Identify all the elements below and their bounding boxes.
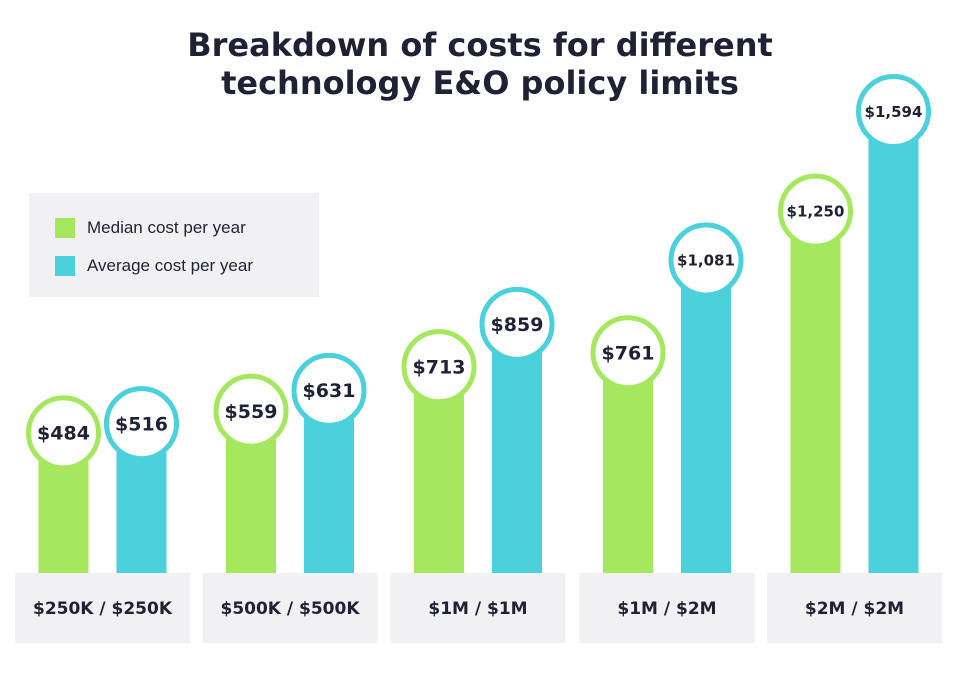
bar-cap-median-2 bbox=[213, 373, 289, 449]
data-label-average-1: $516 bbox=[115, 413, 168, 435]
data-label-median-3: $713 bbox=[413, 356, 466, 378]
bar-cap-median-5 bbox=[778, 173, 853, 249]
bar-cap-median-3 bbox=[401, 329, 477, 405]
bar-cap-average-3 bbox=[479, 286, 555, 362]
legend-swatch-median bbox=[55, 218, 75, 238]
data-label-median-5: $1,250 bbox=[787, 203, 845, 221]
data-label-average-2: $631 bbox=[303, 380, 356, 402]
bar-cap-average-2 bbox=[291, 352, 367, 428]
legend-item-median: Median cost per year bbox=[55, 215, 246, 241]
category-box-1m-2m bbox=[579, 573, 755, 643]
legend-swatch-average bbox=[55, 256, 75, 276]
category-label-1m-2m: $1M / $2M bbox=[617, 599, 716, 619]
bar-cap-average-1 bbox=[104, 386, 179, 462]
legend-item-average: Average cost per year bbox=[55, 253, 253, 279]
category-label-1m-1m: $1M / $1M bbox=[428, 599, 527, 619]
category-box-500k-500k bbox=[202, 573, 378, 643]
chart-title: Breakdown of costs for different technol… bbox=[0, 26, 960, 102]
category-box-2m-2m bbox=[767, 573, 942, 643]
data-label-median-4: $761 bbox=[602, 343, 655, 365]
category-box-250k-250k bbox=[15, 573, 190, 643]
data-label-median-2: $559 bbox=[225, 401, 278, 423]
bar-cap-average-5 bbox=[856, 74, 931, 150]
category-label-2m-2m: $2M / $2M bbox=[805, 599, 904, 619]
bar-average-3 bbox=[492, 324, 542, 573]
legend-label-average: Average cost per year bbox=[87, 256, 253, 275]
data-label-average-5: $1,594 bbox=[865, 103, 923, 121]
bar-median-5 bbox=[790, 211, 841, 573]
bar-average-4 bbox=[681, 260, 731, 573]
legend-label-median: Median cost per year bbox=[87, 218, 246, 237]
chart-title-line-2: technology E&O policy limits bbox=[221, 64, 739, 102]
chart-title-line-1: Breakdown of costs for different bbox=[187, 26, 773, 64]
data-label-average-3: $859 bbox=[491, 314, 544, 336]
bar-cap-median-4 bbox=[590, 315, 666, 391]
bar-cap-median-1 bbox=[26, 395, 101, 471]
chart-legend: Median cost per year Average cost per ye… bbox=[29, 193, 319, 297]
bar-average-5 bbox=[868, 111, 919, 574]
category-label-250k-250k: $250K / $250K bbox=[33, 599, 173, 619]
bar-cap-average-4 bbox=[668, 222, 744, 298]
data-label-average-4: $1,081 bbox=[677, 251, 735, 269]
category-label-500k-500k: $500K / $500K bbox=[220, 599, 360, 619]
category-box-1m-1m bbox=[390, 573, 566, 643]
data-label-median-1: $484 bbox=[37, 423, 90, 445]
